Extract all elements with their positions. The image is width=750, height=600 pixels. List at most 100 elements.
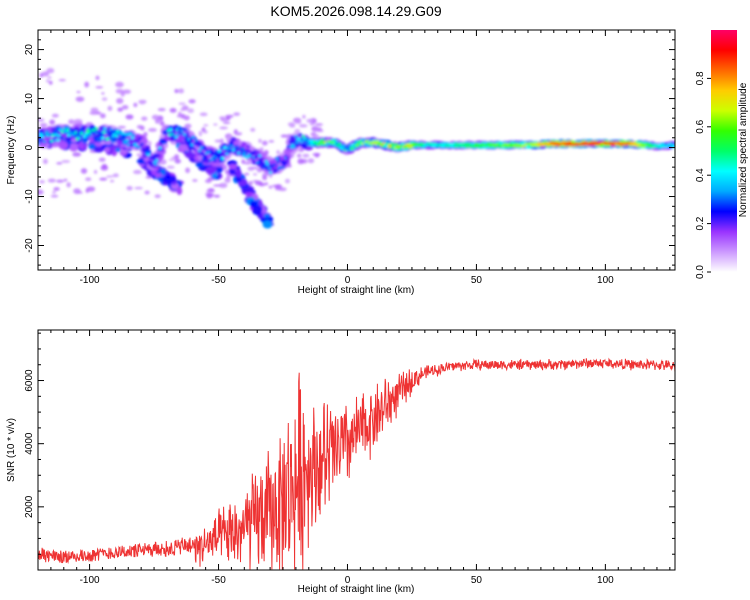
ridge-blob: [184, 135, 189, 139]
ridge-blob: [121, 132, 125, 136]
ridge-blob: [81, 126, 86, 130]
noise-blob: [42, 158, 48, 165]
noise-blob: [262, 174, 268, 181]
ridge-blob: [459, 145, 464, 148]
ridge-blob: [299, 140, 304, 144]
ridge-blob: [108, 132, 112, 136]
ridge-blob: [195, 141, 199, 145]
noise-blob: [47, 178, 56, 183]
branch-blob: [263, 213, 271, 218]
x-tick-label: 0: [345, 575, 351, 586]
noise-blob: [90, 107, 99, 113]
noise-blob: [157, 108, 166, 112]
ridge-blob: [140, 142, 144, 146]
ridge-blob: [151, 157, 156, 161]
noise-blob: [101, 92, 105, 95]
noise-blob: [144, 190, 150, 195]
ridge-blob: [78, 134, 83, 138]
noise-blob: [261, 140, 268, 146]
snr-frame: [37, 329, 676, 571]
ridge-blob: [158, 146, 162, 150]
ridge-blob: [297, 137, 301, 141]
noise-blob: [180, 113, 186, 119]
ridge-blob: [420, 142, 425, 145]
noise-blob: [134, 187, 143, 190]
ridge-blob: [218, 159, 223, 163]
ridge-blob: [182, 132, 187, 136]
figure-title: KOM5.2026.098.14.29.G09: [270, 3, 441, 19]
ridge-blob: [131, 133, 136, 137]
noise-blob: [178, 102, 186, 106]
noise-blob: [51, 113, 59, 118]
noise-blob: [312, 152, 321, 157]
ridge-blob: [154, 162, 158, 166]
spectrogram-x-label: Height of straight line (km): [298, 285, 415, 296]
snr-x-label: Height of straight line (km): [298, 584, 415, 595]
y-tick-label: 20: [24, 44, 35, 56]
noise-blob: [98, 157, 106, 162]
ridge-blob: [138, 137, 142, 141]
noise-blob: [199, 112, 208, 117]
noise-blob: [168, 158, 176, 161]
ridge-blob: [79, 131, 84, 135]
noise-blob: [306, 118, 314, 123]
ridge-blob: [397, 146, 401, 150]
ridge-blob: [82, 135, 87, 139]
ridge-blob: [122, 134, 126, 138]
ridge-blob: [106, 137, 110, 141]
spectrogram-y-label: Frequency (Hz): [6, 116, 17, 185]
ridge-blob: [73, 128, 77, 132]
ridge-blob: [251, 151, 256, 155]
noise-blob: [213, 184, 222, 187]
ridge-blob: [285, 155, 290, 159]
noise-blob: [89, 111, 99, 115]
noise-blob: [73, 188, 81, 195]
ridge-blob: [160, 148, 164, 152]
snr-y-label: SNR (10 * v/v): [6, 418, 17, 482]
noise-blob: [268, 140, 275, 143]
ridge-blob: [116, 139, 123, 146]
noise-blob: [178, 88, 185, 94]
noise-blob: [113, 173, 119, 178]
branch-blob: [184, 151, 196, 159]
ridge-blob: [58, 128, 63, 132]
ridge-blob: [60, 130, 65, 134]
ridge-blob: [244, 151, 248, 155]
branch-blob: [228, 163, 238, 170]
noise-blob: [95, 86, 104, 89]
ridge-blob: [208, 159, 212, 163]
ridge-blob: [203, 157, 208, 161]
noise-blob: [299, 124, 308, 128]
ridge-blob: [478, 145, 483, 148]
ridge-blob: [46, 131, 51, 135]
noise-blob: [39, 180, 46, 184]
noise-blob: [45, 79, 50, 83]
branch-blob: [235, 168, 242, 178]
noise-blob: [72, 152, 82, 157]
ridge-blob: [146, 153, 151, 157]
ridge-blob: [295, 140, 299, 144]
noise-blob: [318, 129, 324, 133]
ridge-blob: [515, 142, 519, 146]
noise-blob: [289, 124, 296, 128]
x-tick-label: 100: [597, 275, 614, 286]
noise-blob: [294, 121, 302, 124]
noise-blob: [284, 178, 290, 184]
noise-blob: [224, 177, 231, 183]
noise-blob: [169, 107, 177, 113]
noise-blob: [264, 182, 269, 186]
noise-blob: [250, 127, 256, 132]
colorbar-tick-label: 0.6: [695, 119, 706, 133]
ridge-blob: [231, 148, 236, 152]
branch-blob: [78, 141, 84, 150]
noise-blob: [258, 138, 262, 143]
ridge-blob: [191, 135, 195, 139]
ridge-blob: [172, 131, 176, 135]
branch-blob: [178, 143, 188, 152]
noise-blob: [56, 179, 64, 183]
ridge-blob: [273, 169, 277, 173]
branch-blob: [244, 188, 254, 193]
x-tick-label: 100: [597, 575, 614, 586]
